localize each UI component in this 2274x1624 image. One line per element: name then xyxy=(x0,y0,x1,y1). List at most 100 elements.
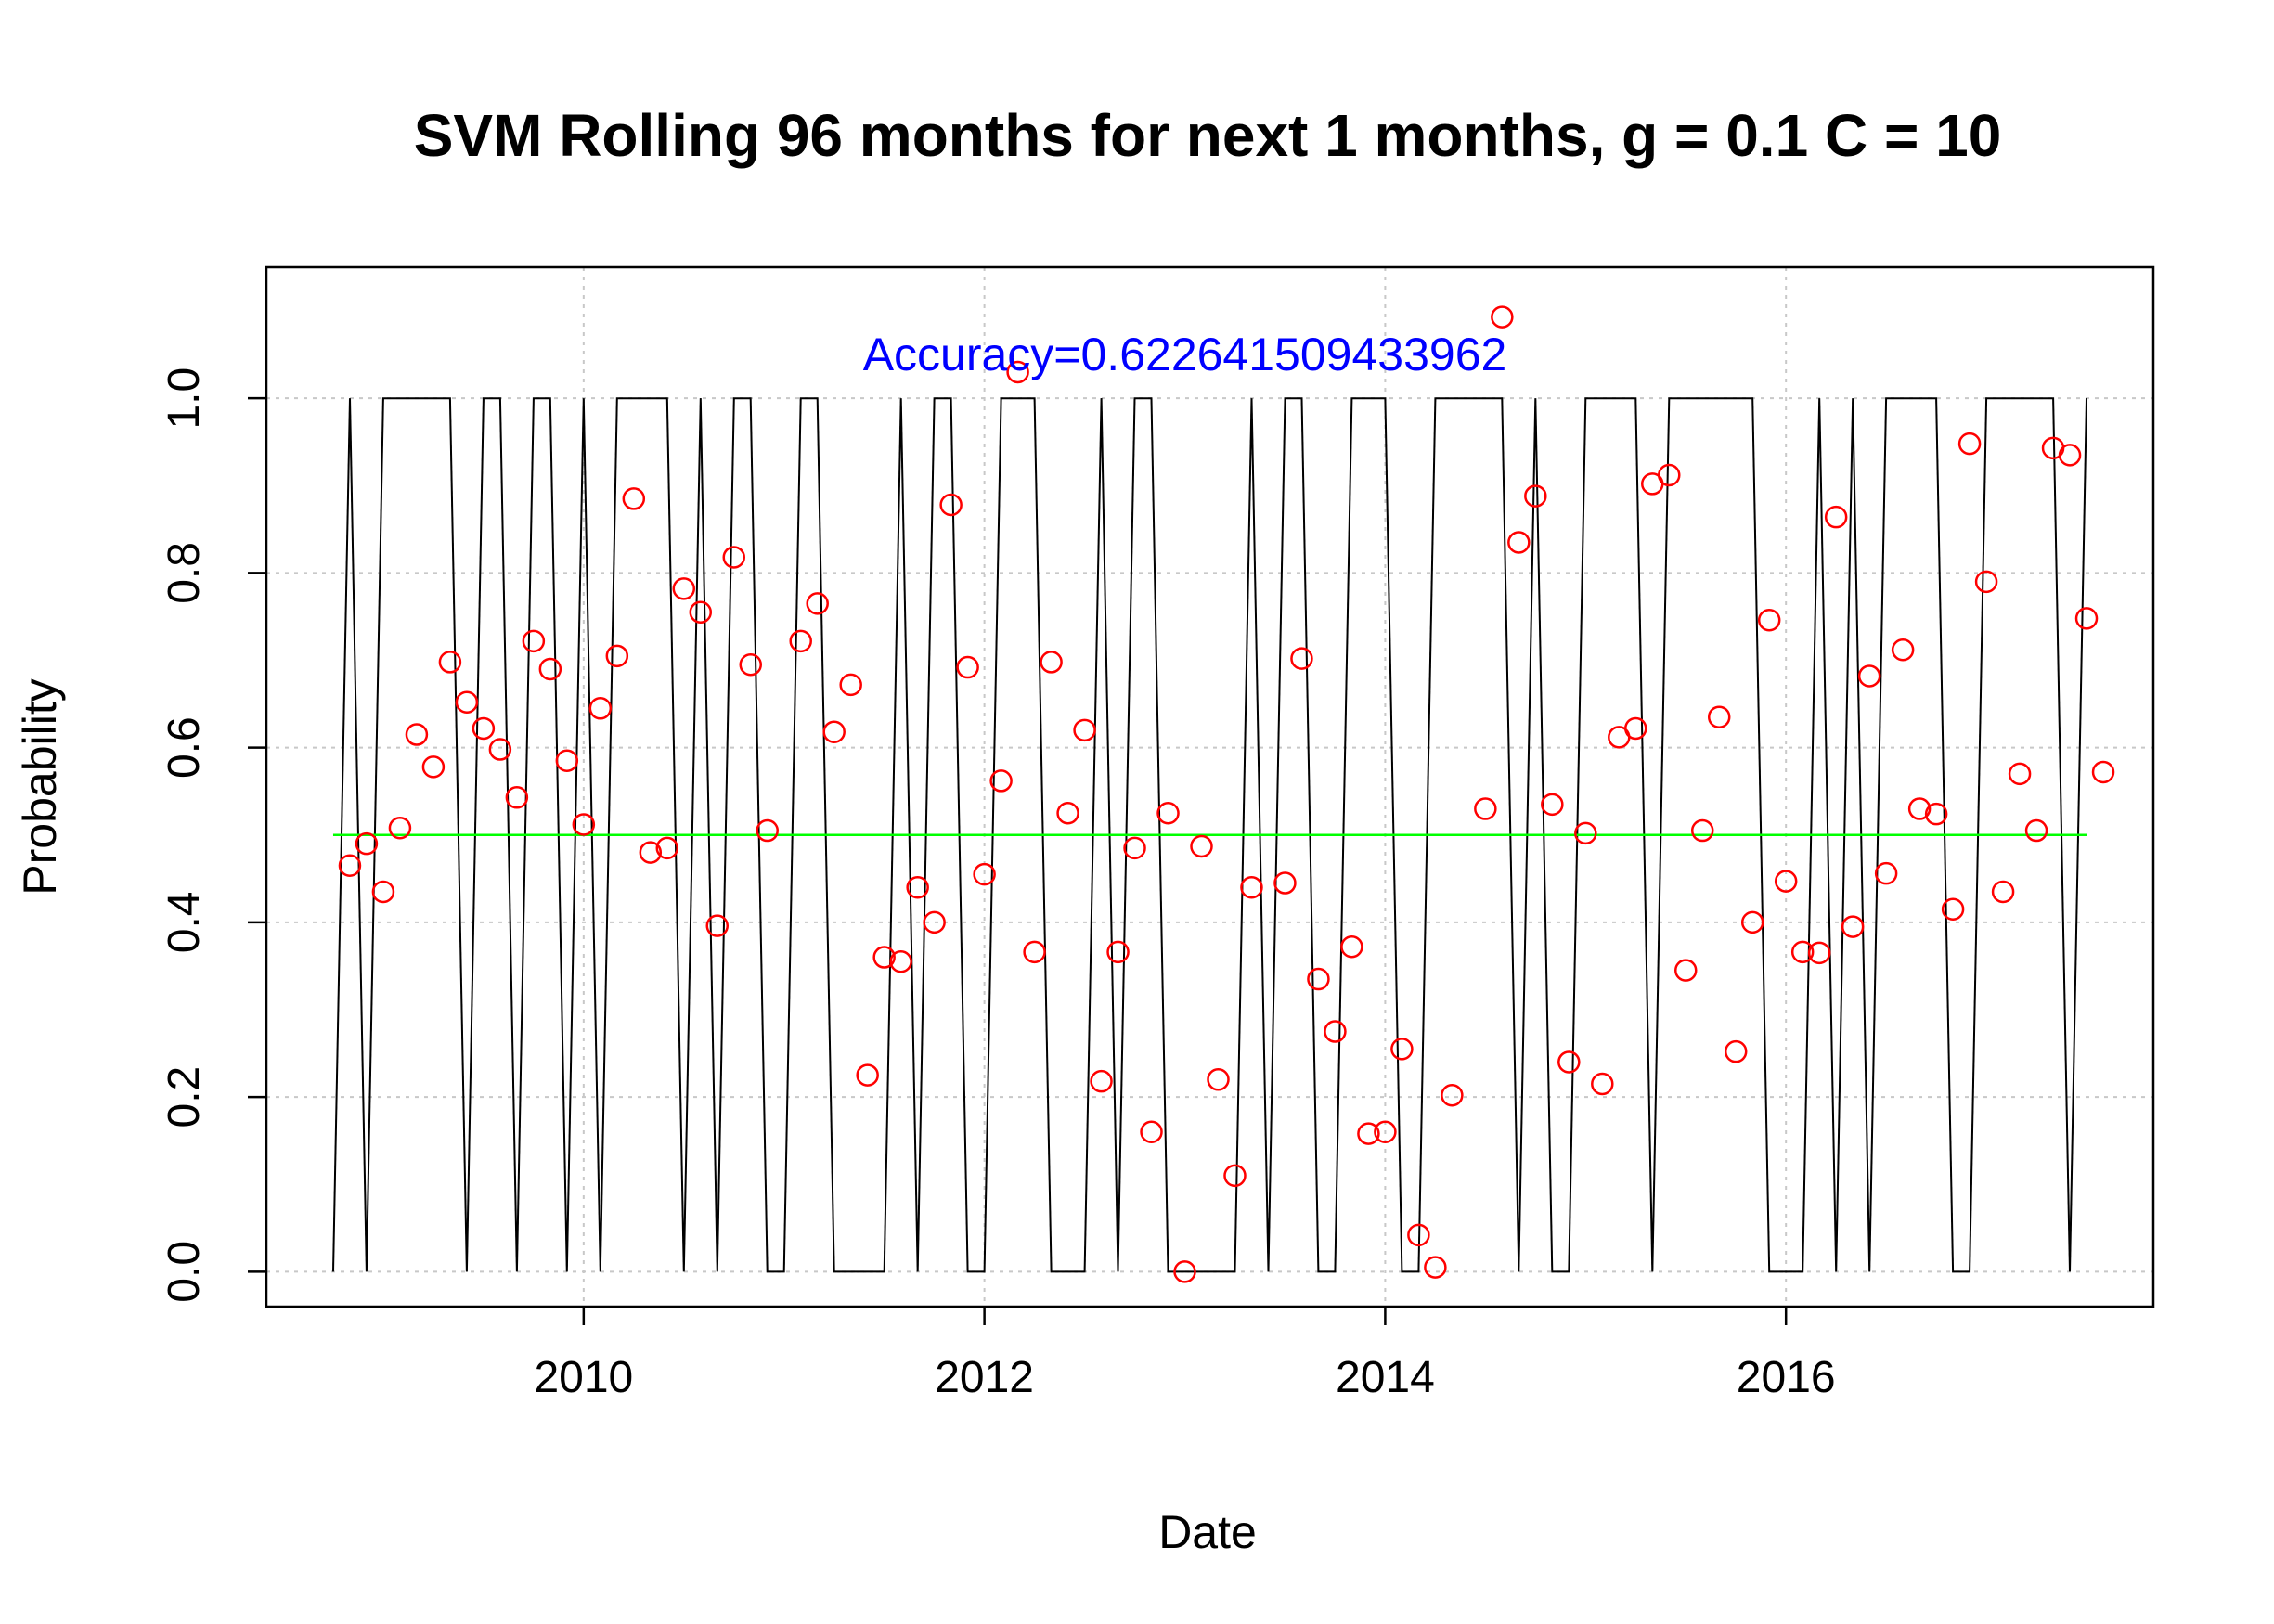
data-point xyxy=(639,841,663,864)
actual-line xyxy=(332,397,2087,1273)
y-tick-label: 0.2 xyxy=(160,1066,209,1128)
data-point xyxy=(1724,1039,1748,1063)
data-point xyxy=(1424,1256,1447,1279)
data-point xyxy=(1340,934,1363,959)
data-point xyxy=(371,880,395,904)
data-point xyxy=(1374,1120,1397,1144)
data-point xyxy=(1240,875,1263,899)
x-axis: 2010 2012 2014 2016 xyxy=(534,1307,1836,1402)
data-point xyxy=(956,655,979,679)
data-point xyxy=(689,600,713,625)
y-tick-label: 0.6 xyxy=(160,716,209,779)
data-point xyxy=(1673,959,1698,982)
data-point xyxy=(421,755,446,779)
data-point xyxy=(438,651,462,674)
data-point xyxy=(1190,834,1213,858)
data-point xyxy=(973,862,996,886)
grid xyxy=(266,267,2153,1307)
data-point xyxy=(1574,821,1597,845)
y-axis-title: Probability xyxy=(14,678,66,895)
data-point xyxy=(789,629,812,653)
data-point xyxy=(2024,818,2048,843)
data-point xyxy=(1207,1068,1230,1091)
data-point xyxy=(505,786,529,809)
data-point xyxy=(538,657,562,681)
x-tick-label: 2014 xyxy=(1336,1353,1435,1402)
data-point xyxy=(1857,664,1881,688)
x-tick-label: 2010 xyxy=(534,1353,633,1402)
data-point xyxy=(1707,705,1731,728)
data-point xyxy=(2058,444,2082,467)
data-point xyxy=(588,697,613,720)
data-point xyxy=(906,875,929,899)
data-point xyxy=(1324,1020,1347,1043)
data-point xyxy=(1541,793,1564,817)
data-point xyxy=(1907,797,1932,820)
data-point xyxy=(2074,607,2099,630)
data-point xyxy=(722,546,746,569)
y-axis: 0.0 0.2 0.4 0.6 0.8 1.0 xyxy=(160,367,266,1303)
x-axis-title: Date xyxy=(1158,1506,1257,1558)
data-point xyxy=(1841,915,1865,938)
data-point xyxy=(1757,608,1781,632)
data-point xyxy=(2008,762,2032,786)
data-point xyxy=(756,818,779,843)
data-point xyxy=(1223,1164,1247,1188)
data-point xyxy=(1023,940,1046,964)
data-point xyxy=(1891,638,1915,662)
data-point xyxy=(705,914,730,937)
y-tick-label: 0.0 xyxy=(160,1241,209,1303)
data-point xyxy=(655,836,679,860)
data-point xyxy=(472,716,496,741)
y-tick-label: 1.0 xyxy=(160,367,209,430)
data-point xyxy=(1040,651,1063,674)
data-point xyxy=(1106,940,1130,964)
data-point xyxy=(2091,760,2115,784)
data-point xyxy=(405,723,429,746)
data-point xyxy=(1941,897,1965,922)
data-point xyxy=(455,690,479,714)
data-point xyxy=(1273,871,1297,895)
data-point xyxy=(672,577,696,600)
data-point xyxy=(856,1063,879,1087)
data-point xyxy=(1658,463,1681,487)
data-point xyxy=(889,949,912,973)
data-point xyxy=(1957,432,1982,456)
data-point xyxy=(1507,531,1531,554)
data-point xyxy=(1156,801,1180,825)
data-point xyxy=(1991,880,2015,904)
series-lines xyxy=(332,397,2087,1273)
data-point xyxy=(622,487,646,510)
data-point xyxy=(1591,1072,1614,1096)
data-point xyxy=(923,910,946,934)
data-point xyxy=(1874,861,1898,885)
y-tick-label: 0.4 xyxy=(160,892,209,954)
data-point xyxy=(872,946,896,969)
data-point xyxy=(1123,836,1146,860)
y-tick-label: 0.8 xyxy=(160,542,209,604)
data-point xyxy=(1407,1223,1430,1247)
data-point xyxy=(1307,967,1330,991)
data-point xyxy=(839,673,862,697)
data-point xyxy=(739,652,762,677)
data-point xyxy=(1056,801,1079,825)
data-point xyxy=(1390,1038,1414,1061)
data-point xyxy=(939,493,963,517)
data-point xyxy=(1474,797,1497,820)
data-point xyxy=(1006,360,1029,384)
data-point xyxy=(1557,1050,1581,1074)
data-point xyxy=(488,738,512,761)
data-point xyxy=(605,644,629,668)
data-point xyxy=(1807,941,1831,965)
data-point xyxy=(1290,647,1313,670)
data-point xyxy=(1824,505,1848,529)
chart-title: SVM Rolling 96 months for next 1 months,… xyxy=(414,102,2002,169)
data-point xyxy=(572,813,596,836)
data-point xyxy=(1924,802,1948,826)
data-point xyxy=(1357,1122,1380,1145)
data-point xyxy=(1774,870,1798,893)
data-point xyxy=(555,749,579,773)
data-point xyxy=(1740,910,1764,934)
data-point xyxy=(1491,305,1514,329)
